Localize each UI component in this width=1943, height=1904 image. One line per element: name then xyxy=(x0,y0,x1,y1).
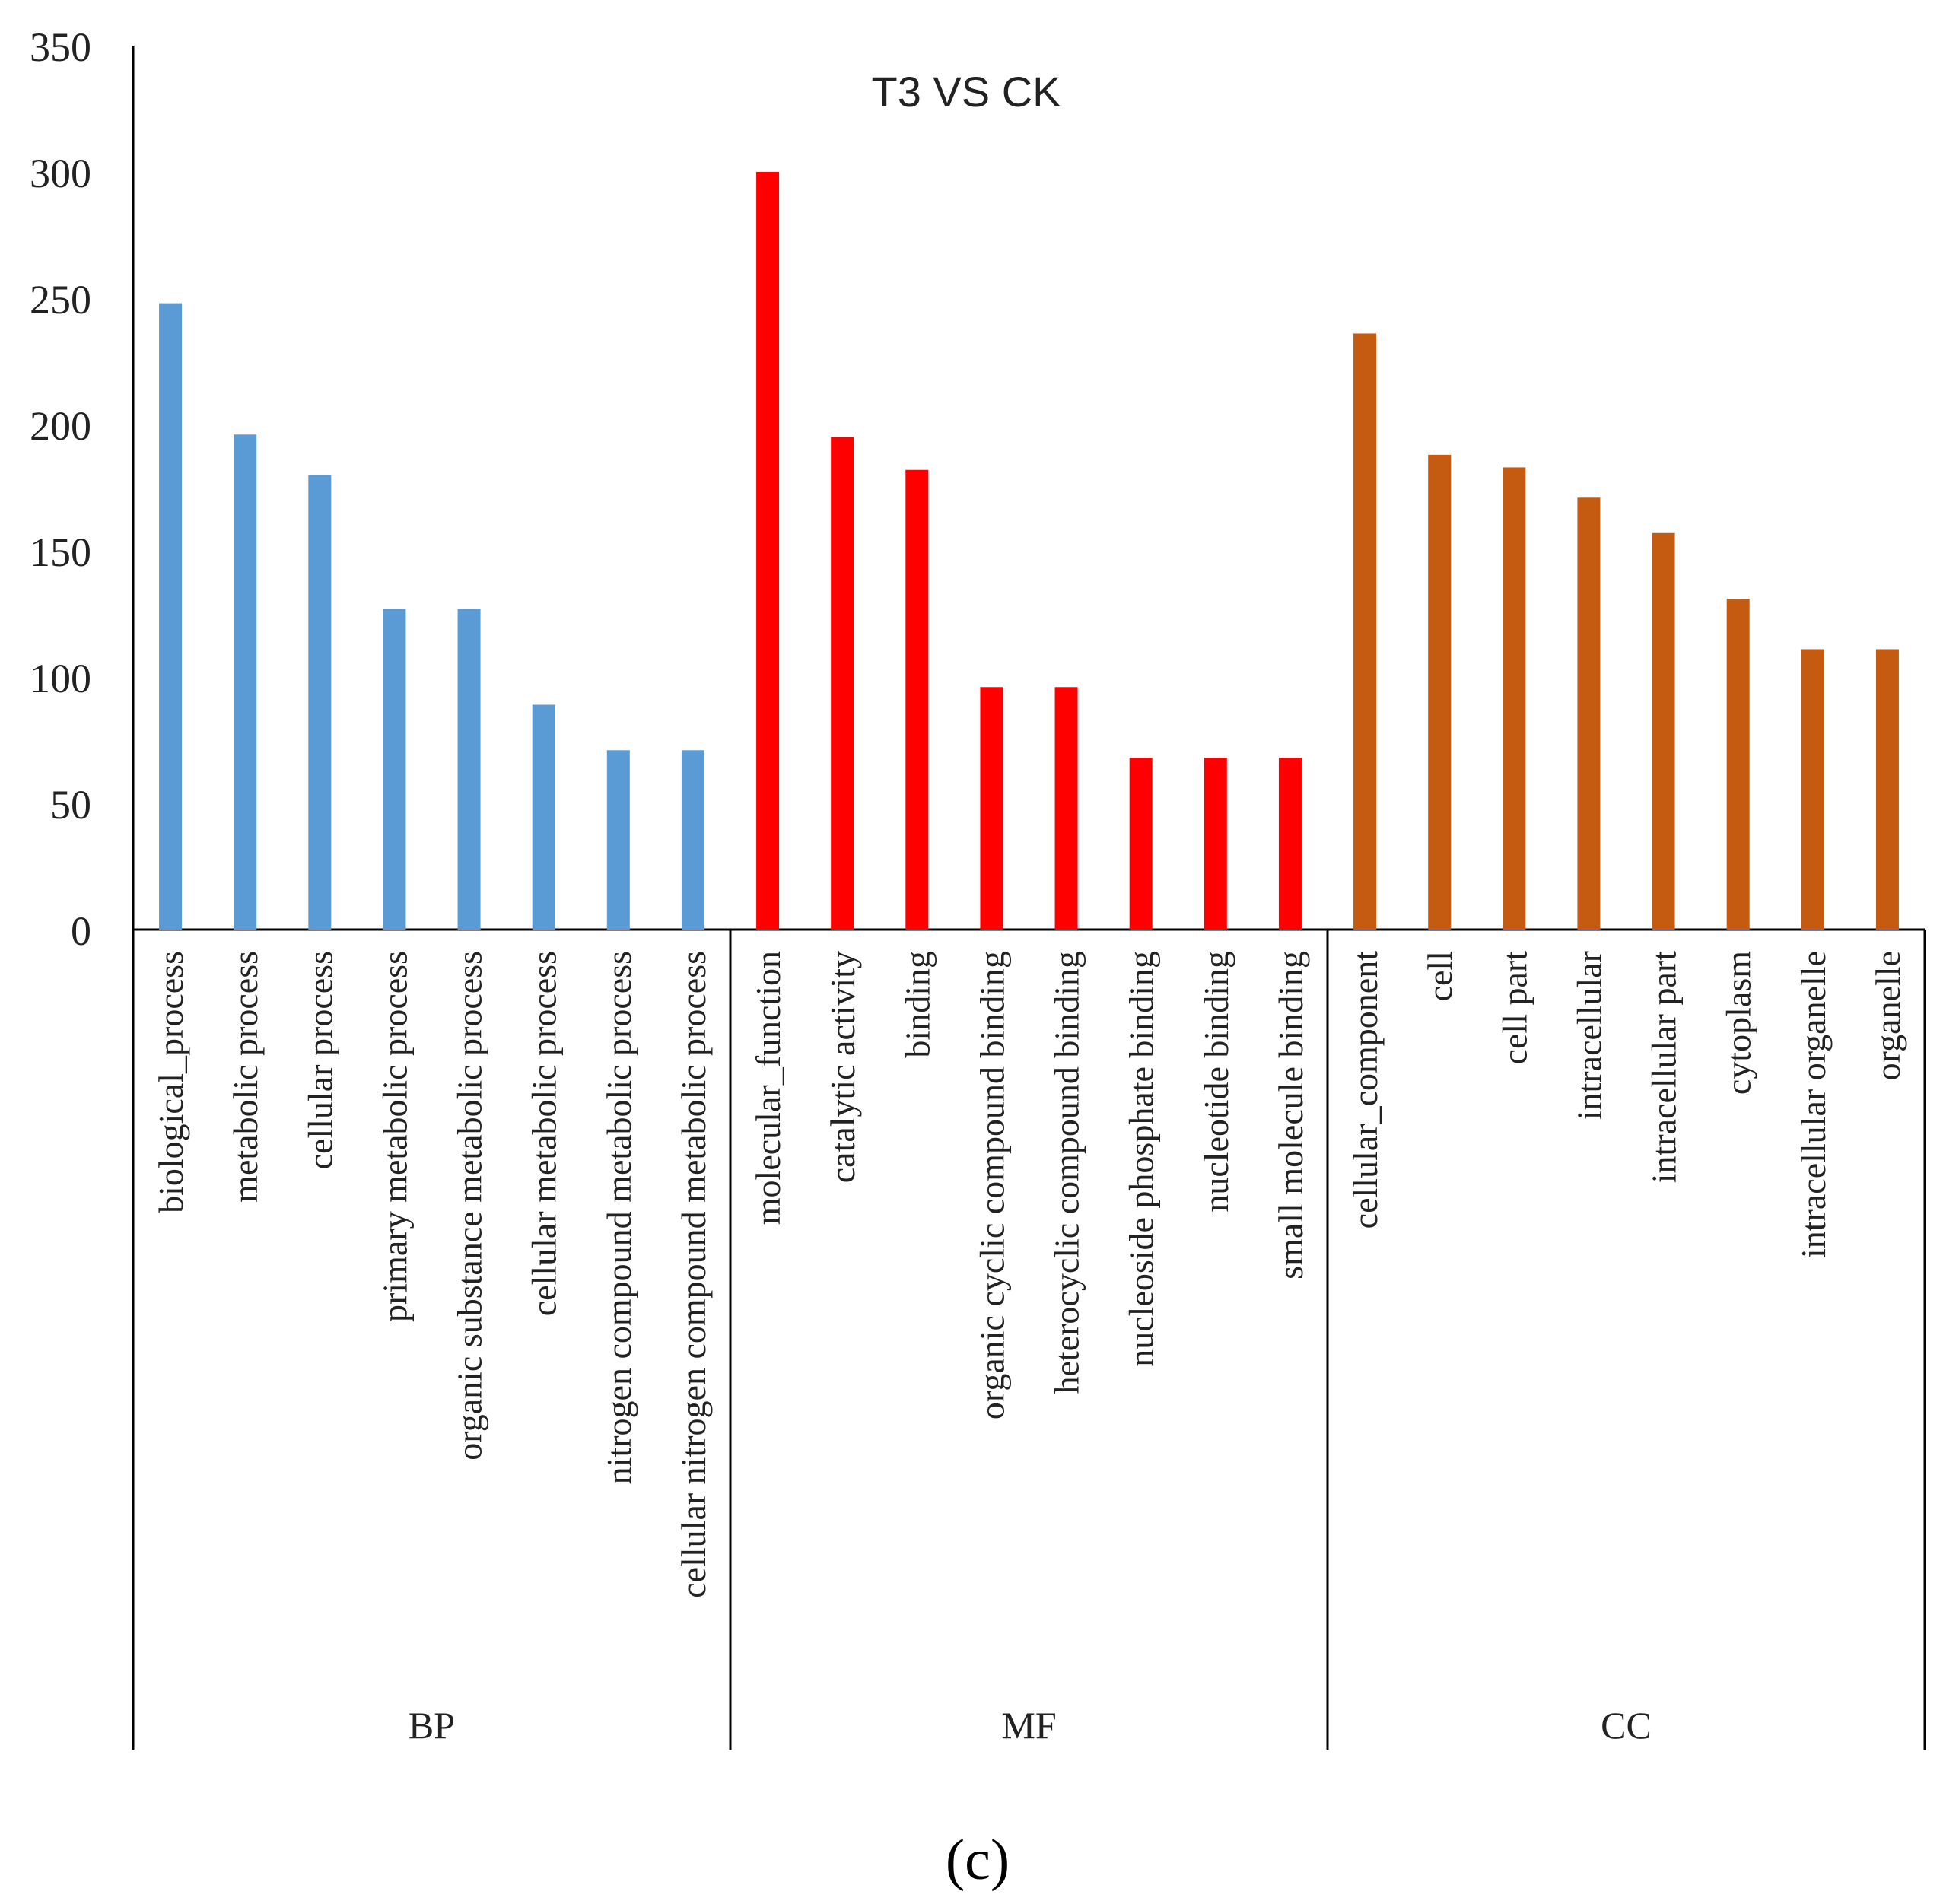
y-tick-label: 50 xyxy=(50,782,91,828)
x-tick-label: organelle xyxy=(1868,951,1907,1080)
bar xyxy=(905,469,929,930)
y-tick-label: 200 xyxy=(30,403,91,449)
bar xyxy=(1278,758,1302,930)
bar xyxy=(1801,649,1824,930)
x-tick-label: cell part xyxy=(1495,951,1534,1065)
bar xyxy=(159,303,183,930)
x-tick-label: cellular process xyxy=(301,951,339,1169)
bar xyxy=(1353,333,1377,930)
x-tick-label: intracellular part xyxy=(1645,951,1684,1183)
x-tick-label: nitrogen compound metabolic process xyxy=(599,951,638,1484)
x-tick-label: nucleotide binding xyxy=(1197,951,1235,1213)
bar xyxy=(1129,758,1153,930)
x-tick-label: intracellular xyxy=(1569,951,1608,1120)
x-tick-label: organic substance metabolic process xyxy=(450,951,489,1461)
bar xyxy=(681,750,704,930)
group-label: BP xyxy=(409,1704,455,1747)
bar xyxy=(532,704,555,930)
bar xyxy=(1577,497,1601,930)
bar xyxy=(1726,599,1750,930)
bar xyxy=(1054,687,1078,930)
y-tick-label: 250 xyxy=(30,277,91,323)
bar xyxy=(234,434,257,930)
group-label: MF xyxy=(1001,1704,1056,1747)
x-tick-label: biological_process xyxy=(151,951,190,1213)
y-tick-label: 350 xyxy=(30,24,91,70)
y-tick-label: 300 xyxy=(30,151,91,196)
y-tick-label: 150 xyxy=(30,529,91,575)
bar-series xyxy=(159,172,1899,930)
chart-title: T3 VS CK xyxy=(872,68,1061,116)
x-tick-label: cytoplasm xyxy=(1719,951,1758,1095)
bar xyxy=(1652,532,1675,930)
y-tick-label: 0 xyxy=(71,908,91,954)
bar xyxy=(457,609,481,930)
x-tick-label: catalytic activity xyxy=(823,951,862,1183)
x-tick-label: cellular nitrogen compound metabolic pro… xyxy=(674,951,713,1598)
x-tick-label: nucleoside phosphate binding xyxy=(1122,951,1161,1367)
x-tick-label: organic cyclic compound binding xyxy=(972,951,1011,1419)
panel-label: (c) xyxy=(946,1828,1010,1892)
y-tick-label: 100 xyxy=(30,656,91,701)
x-tick-label: cell xyxy=(1420,951,1459,1001)
x-tick-label: molecular_function xyxy=(749,951,787,1225)
x-tick-label: binding xyxy=(898,951,937,1058)
bar xyxy=(606,750,630,930)
bar xyxy=(1503,467,1526,930)
x-tick-label: heterocyclic compound binding xyxy=(1048,951,1086,1394)
bar xyxy=(831,437,854,930)
x-tick-label: small molecule binding xyxy=(1271,951,1310,1279)
bar xyxy=(1204,758,1227,930)
x-axis-category-labels: biological_process metabolic process cellu… xyxy=(151,951,1907,1598)
bar xyxy=(980,687,1003,930)
y-axis-ticks: 0 50 100 150 200 250 300 350 xyxy=(30,24,91,954)
bar xyxy=(308,475,332,930)
group-labels: BP MF CC xyxy=(409,930,1926,1750)
x-tick-label: primary metabolic process xyxy=(375,951,414,1322)
x-tick-label: cellular_component xyxy=(1346,951,1385,1229)
bar xyxy=(1875,649,1899,930)
group-label: CC xyxy=(1601,1704,1652,1747)
bar xyxy=(1428,454,1452,930)
x-tick-label: cellular metabolic process xyxy=(525,951,564,1316)
bar xyxy=(383,609,406,930)
x-tick-label: intracellular organelle xyxy=(1794,951,1833,1258)
bar xyxy=(756,172,780,930)
x-tick-label: metabolic process xyxy=(226,951,265,1203)
